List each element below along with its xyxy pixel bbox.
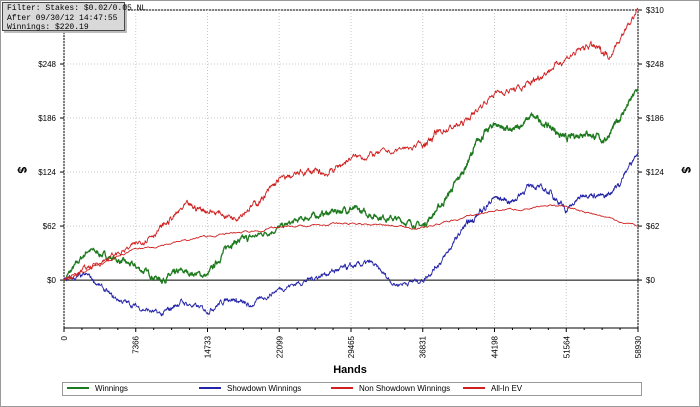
series-winnings xyxy=(63,88,639,284)
series-showdown-winnings xyxy=(63,149,639,317)
grid xyxy=(60,9,642,332)
x-tick-label: 44198 xyxy=(491,335,500,358)
y-tick-label-left: $186 xyxy=(38,114,56,123)
x-tick-label: 14733 xyxy=(204,335,213,358)
legend: Winnings Showdown Winnings Non Showdown … xyxy=(62,382,642,396)
legend-item-allin-ev: All-In EV xyxy=(463,383,522,395)
legend-swatch xyxy=(331,386,353,389)
filter-winnings: Winnings: $220.19 xyxy=(7,23,89,32)
legend-item-showdown: Showdown Winnings xyxy=(199,383,301,395)
legend-label: Showdown Winnings xyxy=(227,384,302,393)
y-tick-label-left: $124 xyxy=(38,168,56,177)
x-tick-label: 0 xyxy=(60,335,69,340)
x-tick-label: 51564 xyxy=(562,335,571,358)
x-tick-label: 36831 xyxy=(419,335,428,358)
legend-swatch xyxy=(199,386,221,389)
x-axis-label: Hands xyxy=(333,364,367,376)
y-tick-label-right: $310 xyxy=(646,6,664,15)
y-tick-label-left: $248 xyxy=(38,60,56,69)
y-tick-label-right: $124 xyxy=(646,168,664,177)
series-non-showdown-winnings xyxy=(63,204,638,281)
x-tick-labels: 0 7366 14733 22099 29465 36831 44198 51564 58930 xyxy=(60,335,643,358)
legend-label: Non Showdown Winnings xyxy=(359,384,451,393)
x-tick-label: 22099 xyxy=(275,335,284,358)
y-axis-label-right: $ xyxy=(679,167,693,174)
x-tick-label: 7366 xyxy=(132,335,141,353)
legend-label: Winnings xyxy=(95,384,128,393)
y-tick-label-right: $62 xyxy=(646,222,660,231)
y-tick-labels-left: $0$62$124$186$248$310 xyxy=(38,6,56,285)
legend-swatch xyxy=(463,386,485,389)
filter-stakes: Filter: Stakes: $0.02/0.05 NL xyxy=(7,4,147,13)
filter-date: After 09/30/12 14:47:55 xyxy=(7,13,118,23)
y-tick-label-left: $0 xyxy=(47,276,56,285)
filter-info-box: Filter: Stakes: $0.02/0.05 NL After 09/3… xyxy=(2,2,147,32)
y-tick-label-left: $62 xyxy=(43,222,57,231)
series-allin-ev xyxy=(63,7,639,281)
legend-label: All-In EV xyxy=(491,384,523,393)
legend-item-winnings: Winnings xyxy=(67,383,128,395)
legend-swatch xyxy=(67,386,89,389)
series-lines xyxy=(63,7,639,317)
x-tick-label: 58930 xyxy=(634,335,643,358)
x-tick-label: 29465 xyxy=(347,335,356,358)
y-tick-label-right: $0 xyxy=(646,276,655,285)
legend-item-non-showdown: Non Showdown Winnings xyxy=(331,383,450,395)
y-axis-label-left: $ xyxy=(15,167,29,174)
y-tick-label-right: $186 xyxy=(646,114,664,123)
y-tick-label-right: $248 xyxy=(646,60,664,69)
y-tick-labels-right: $0 $62 $124 $186 $248 $310 xyxy=(646,6,664,285)
